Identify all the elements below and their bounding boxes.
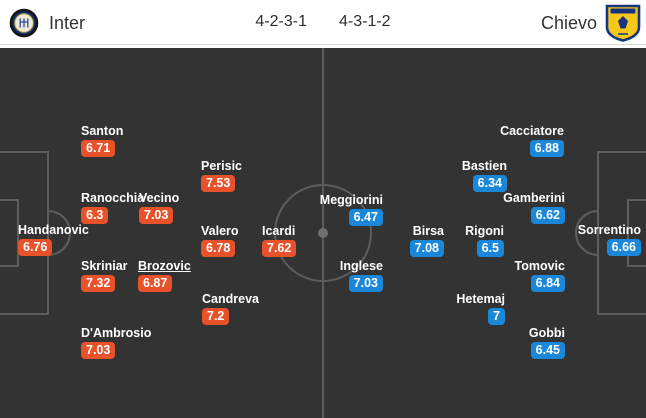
player-home[interactable]: Santon 6.71: [81, 125, 123, 157]
match-header: Inter 4-2-3-1 4-3-1-2 Chievo: [0, 0, 646, 45]
player-rating-badge: 6.76: [18, 239, 53, 256]
player-name[interactable]: Handanovic: [18, 223, 89, 237]
player-away[interactable]: Hetemaj 7: [456, 293, 505, 325]
player-home[interactable]: Handanovic 6.76: [18, 224, 89, 256]
football-pitch: [0, 48, 646, 418]
player-home[interactable]: Perisic 7.53: [201, 160, 242, 192]
player-away[interactable]: Sorrentino 6.66: [578, 224, 641, 256]
player-away[interactable]: Gobbi 6.45: [529, 327, 565, 359]
player-name[interactable]: Birsa: [412, 224, 444, 238]
player-away[interactable]: Inglese 7.03: [340, 260, 383, 292]
player-name[interactable]: Inglese: [339, 259, 383, 273]
player-rating-badge: 6.87: [138, 275, 173, 292]
player-name[interactable]: Hetemaj: [456, 292, 505, 306]
player-rating-badge: 6.47: [348, 209, 383, 226]
player-name[interactable]: Rigoni: [465, 224, 504, 238]
player-name[interactable]: Meggiorini: [319, 193, 383, 207]
home-team[interactable]: Inter: [9, 6, 85, 40]
player-name[interactable]: Gamberini: [503, 191, 565, 205]
player-rating-badge: 7.2: [202, 308, 230, 325]
player-rating-badge: 7.03: [139, 207, 174, 224]
player-rating-badge: 6.66: [606, 239, 641, 256]
player-home[interactable]: Skriniar 7.32: [81, 260, 128, 292]
home-team-name[interactable]: Inter: [49, 12, 86, 33]
player-name[interactable]: Sorrentino: [577, 223, 641, 237]
player-away[interactable]: Gamberini 6.62: [503, 192, 565, 224]
player-home[interactable]: Icardi 7.62: [262, 224, 297, 257]
player-rating-badge: 7.32: [81, 275, 116, 292]
formations: 4-2-3-1 4-3-1-2: [255, 13, 390, 31]
player-rating-badge: 7.53: [201, 175, 236, 192]
player-name[interactable]: Icardi: [262, 224, 296, 238]
player-rating-badge: 6.78: [201, 240, 236, 257]
inter-crest-icon: [9, 8, 39, 38]
player-rating-badge: 7: [488, 308, 505, 325]
player-name[interactable]: Candreva: [202, 292, 259, 306]
away-formation: 4-3-1-2: [339, 13, 391, 30]
player-home[interactable]: D'Ambrosio 7.03: [81, 327, 151, 359]
player-rating-badge: 7.62: [262, 240, 297, 257]
player-rating-badge: 6.84: [530, 275, 565, 292]
player-name[interactable]: Gobbi: [528, 326, 565, 340]
player-rating-badge: 7.03: [348, 275, 383, 292]
player-rating-badge: 6.5: [476, 240, 504, 257]
player-away[interactable]: Birsa 7.08: [409, 224, 444, 257]
player-away[interactable]: Bastien 6.34: [462, 160, 507, 192]
away-team[interactable]: Chievo: [540, 4, 641, 42]
player-home[interactable]: Brozovic 6.87: [138, 260, 191, 292]
player-name[interactable]: Bastien: [461, 159, 507, 173]
player-away[interactable]: Meggiorini 6.47: [320, 194, 383, 226]
player-name[interactable]: D'Ambrosio: [81, 326, 152, 340]
player-name[interactable]: Vecino: [139, 191, 180, 205]
player-away[interactable]: Cacciatore 6.88: [500, 125, 564, 157]
player-rating-badge: 7.03: [81, 342, 116, 359]
player-name[interactable]: Brozovic: [138, 259, 191, 273]
chievo-crest-icon: [605, 4, 641, 42]
player-rating-badge: 6.3: [81, 207, 109, 224]
player-name[interactable]: Perisic: [201, 159, 243, 173]
player-name[interactable]: Skriniar: [81, 259, 128, 273]
player-home[interactable]: Ranocchia 6.3: [81, 192, 144, 224]
player-name[interactable]: Santon: [81, 124, 124, 138]
player-home[interactable]: Valero 6.78: [201, 225, 239, 257]
player-rating-badge: 6.34: [472, 175, 507, 192]
player-name[interactable]: Cacciatore: [500, 124, 564, 138]
player-away[interactable]: Tomovic 6.84: [515, 260, 565, 292]
pitch-markings: [0, 48, 646, 418]
away-team-name[interactable]: Chievo: [540, 12, 597, 33]
player-rating-badge: 6.88: [529, 140, 564, 157]
player-rating-badge: 6.45: [530, 342, 565, 359]
player-home[interactable]: Candreva 7.2: [202, 293, 259, 325]
player-name[interactable]: Valero: [201, 224, 239, 238]
player-away[interactable]: Rigoni 6.5: [465, 225, 504, 257]
player-rating-badge: 6.71: [81, 140, 116, 157]
player-rating-badge: 7.08: [409, 240, 444, 257]
player-name[interactable]: Tomovic: [514, 259, 565, 273]
home-formation: 4-2-3-1: [255, 13, 307, 30]
player-rating-badge: 6.62: [530, 207, 565, 224]
player-home[interactable]: Vecino 7.03: [139, 192, 179, 224]
player-name[interactable]: Ranocchia: [81, 191, 145, 205]
